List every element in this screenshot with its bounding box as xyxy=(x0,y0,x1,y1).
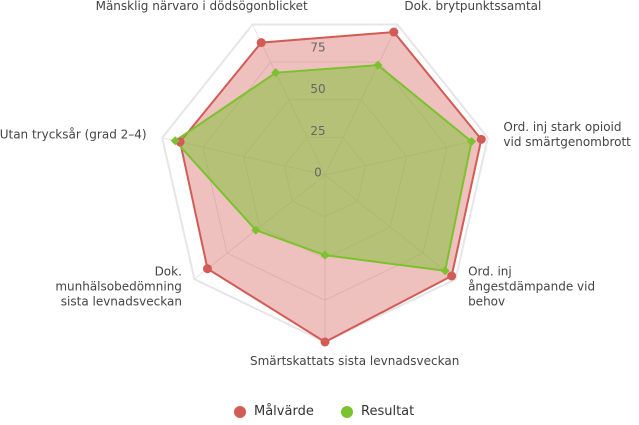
y-tick-label: 25 xyxy=(310,124,325,138)
legend-label: Resultat xyxy=(361,404,415,419)
category-label: Dok. brytpunktssamtal xyxy=(404,0,542,13)
point xyxy=(320,250,330,260)
point xyxy=(251,225,261,235)
category-label: Ord. inj stark opioid vid smärtgenombrot… xyxy=(503,120,631,150)
point xyxy=(202,264,212,274)
legend-marker xyxy=(341,405,353,418)
point xyxy=(256,38,266,48)
y-tick-label: 75 xyxy=(310,40,325,54)
legend-item: Målvärde xyxy=(234,404,314,419)
category-label: Utan trycksår (grad 2–4) xyxy=(0,127,147,142)
legend-item: Resultat xyxy=(341,404,414,419)
point xyxy=(440,266,450,276)
point xyxy=(320,337,330,347)
grid-ring-outer xyxy=(161,23,489,344)
y-tick-label: 50 xyxy=(310,82,325,96)
legend-marker xyxy=(234,405,246,418)
category-label: Smärtskattats sista levnadsveckan xyxy=(250,354,460,368)
point xyxy=(373,60,383,70)
series-area xyxy=(173,64,473,272)
point xyxy=(170,136,180,146)
y-tick-label: 0 xyxy=(314,166,322,180)
point xyxy=(447,271,457,281)
point xyxy=(389,27,399,37)
legend-label: Målvärde xyxy=(254,404,314,419)
point xyxy=(271,68,281,78)
point xyxy=(467,137,477,147)
category-label: Mänsklig närvaro i dödsögonblicket xyxy=(95,0,308,13)
point xyxy=(476,134,486,144)
category-label: Ord. inj ångestdämpande vid behov xyxy=(468,264,596,309)
category-label: Dok. munhälsobedömning sista levnadsveck… xyxy=(55,264,182,309)
